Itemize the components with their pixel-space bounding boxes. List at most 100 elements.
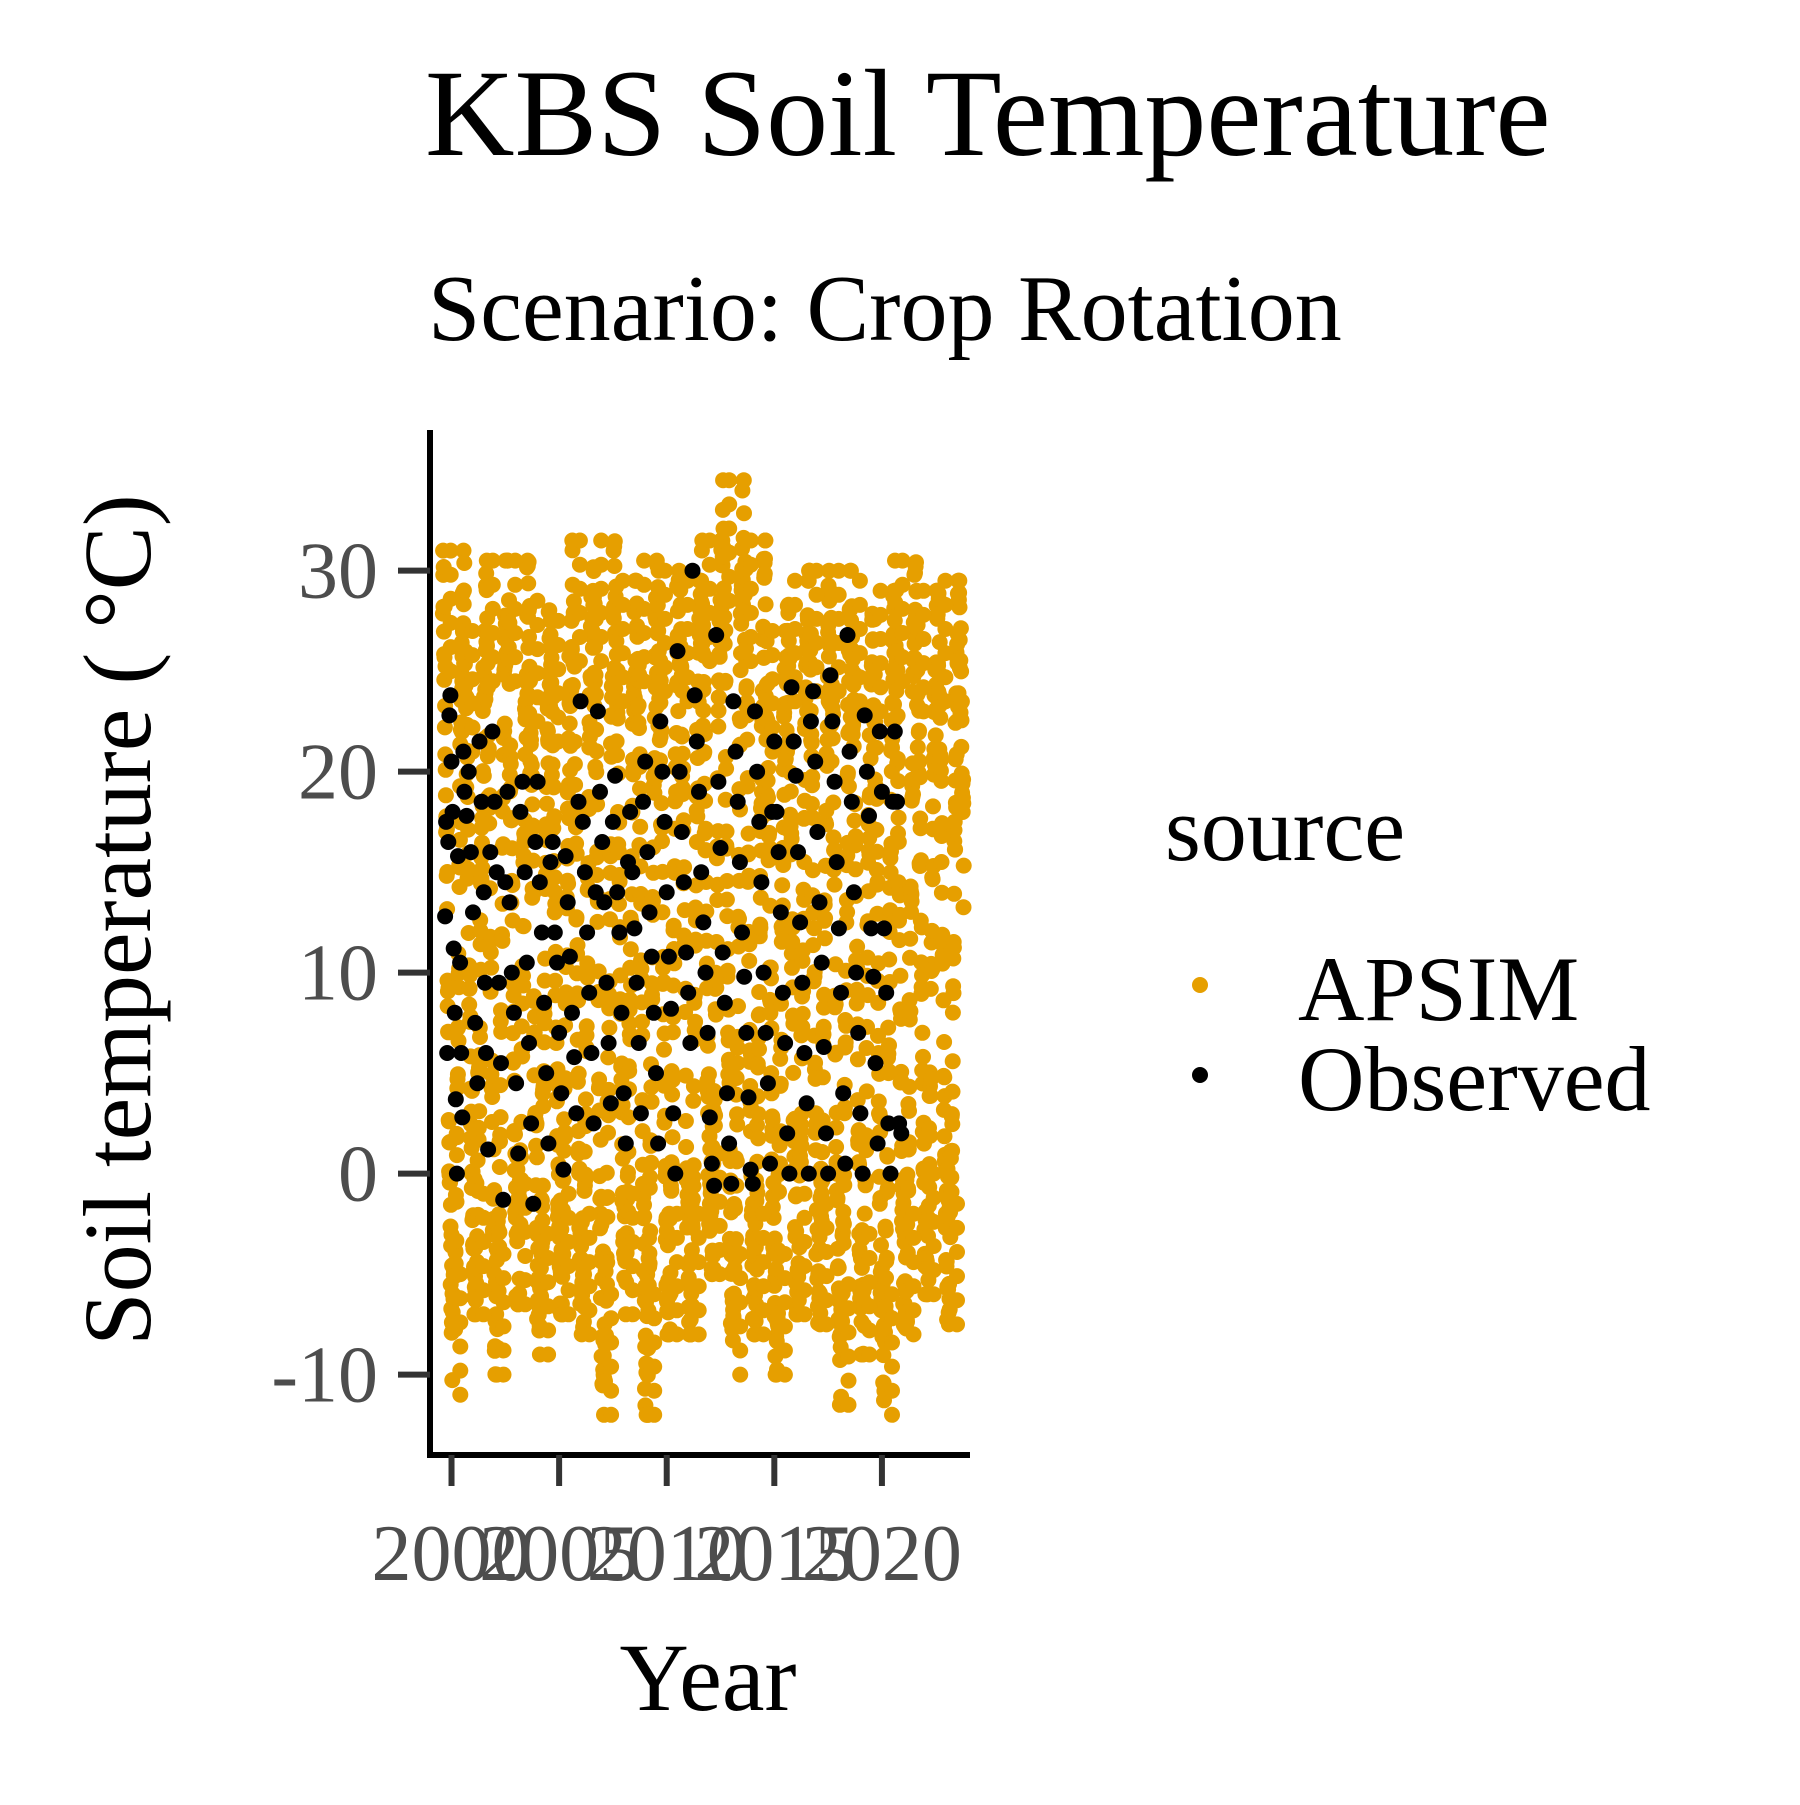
observed-point [592,783,608,800]
apsim-point [807,1054,824,1071]
apsim-point [545,820,562,837]
apsim-point [721,496,738,513]
observed-point [453,1045,470,1061]
observed-point [445,940,462,957]
observed-point [628,974,645,991]
apsim-point [741,952,758,969]
apsim-point [905,1254,922,1271]
apsim-point [701,556,718,573]
apsim-point [913,852,929,869]
x-tick-label: 2020 [802,1510,962,1598]
y-tick-label: 30 [298,528,378,616]
apsim-point [464,695,481,712]
series-observed [437,562,910,1212]
apsim-point [796,1282,813,1299]
apsim-point [846,812,863,829]
apsim-point [701,604,718,621]
observed-point [613,1004,630,1021]
apsim-point [636,1196,652,1213]
apsim-point [502,737,519,754]
apsim-point [484,600,501,617]
apsim-point [581,1326,598,1343]
apsim-point [550,709,567,726]
apsim-point [756,565,773,582]
apsim-point [760,789,776,806]
apsim-point [529,665,546,682]
apsim-point [679,596,696,613]
observed-point [444,803,461,820]
observed-point [708,627,725,643]
apsim-point [484,1089,501,1105]
apsim-point [944,1142,961,1159]
apsim-point [742,604,759,621]
observed-point [889,793,905,810]
apsim-point [764,695,781,712]
apsim-point [588,721,605,738]
apsim-point [729,1055,746,1072]
observed-point [460,763,477,780]
apsim-point [603,1406,620,1423]
apsim-point [818,1219,835,1236]
observed-point [826,773,843,790]
apsim-point [915,655,932,672]
apsim-point [540,1225,557,1242]
observed-point [850,1024,867,1041]
apsim-point [600,1049,617,1066]
x-axis-label: Year [620,1624,797,1731]
apsim-point [502,756,519,773]
apsim-point [856,1205,873,1222]
apsim-point [879,1180,896,1197]
observed-point [813,954,830,971]
observed-point [811,894,828,911]
observed-point [824,713,841,730]
apsim-point [641,1255,658,1272]
apsim-point [776,1366,793,1383]
apsim-point [794,1005,811,1022]
apsim-point [721,520,738,537]
apsim-point [524,796,541,813]
observed-point [639,844,656,861]
observed-point [723,1175,740,1192]
apsim-point [593,604,610,621]
y-tick-label: 10 [298,930,378,1018]
apsim-point [657,659,673,676]
apsim-point [840,1396,857,1413]
apsim-point [642,1223,659,1240]
apsim-point [776,1270,793,1287]
x-tick-label: 2005 [479,1510,639,1598]
apsim-point [528,1137,545,1154]
apsim-point [808,635,825,651]
observed-point [564,1004,580,1021]
apsim-point [699,1037,716,1054]
observed-point [533,924,550,941]
apsim-point [909,739,926,756]
observed-point [852,1105,869,1122]
apsim-point [643,1079,660,1096]
apsim-point [469,1152,486,1169]
apsim-point [475,1282,492,1299]
apsim-point [636,625,653,641]
observed-point [725,693,742,710]
apsim-point [933,772,950,789]
apsim-point [534,1212,551,1229]
apsim-point [915,631,932,647]
apsim-point [646,1382,663,1399]
apsim-point [571,629,588,645]
apsim-point [925,1189,942,1206]
apsim-point [460,865,477,882]
observed-point [656,813,673,830]
observed-point [787,767,804,784]
observed-point [714,944,731,961]
apsim-point [593,532,610,549]
apsim-point [484,673,501,690]
apsim-point [742,653,759,670]
observed-point [467,1014,484,1031]
observed-point [518,954,535,971]
apsim-point [447,1244,464,1261]
observed-point [762,1155,778,1172]
apsim-point [525,852,542,869]
observed-point [734,924,750,941]
apsim-point [933,884,950,901]
apsim-point [732,1318,749,1335]
observed-point [637,753,654,770]
